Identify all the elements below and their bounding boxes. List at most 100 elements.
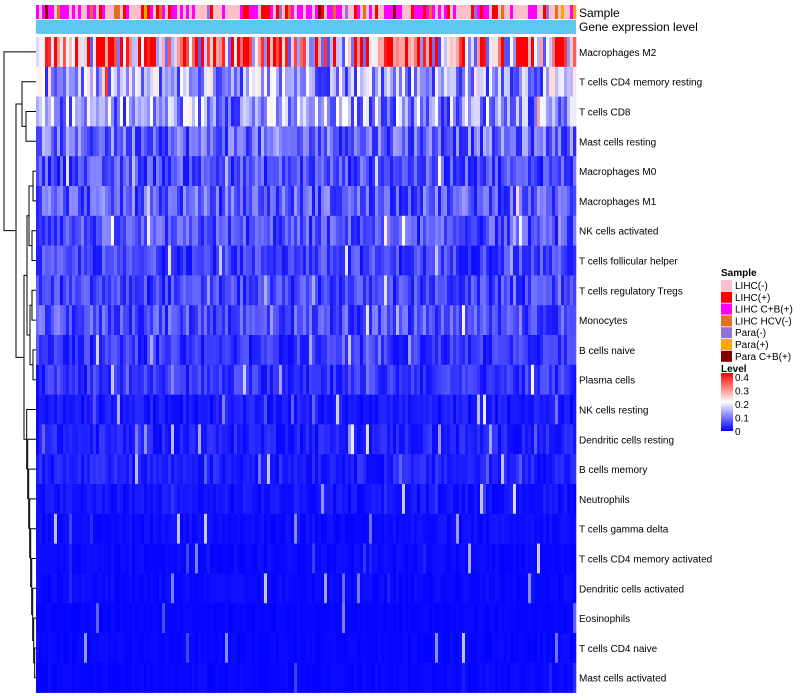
heatmap-cell bbox=[372, 96, 376, 127]
heatmap-cell bbox=[549, 275, 553, 306]
heatmap-cell bbox=[423, 573, 427, 604]
heatmap-cell bbox=[408, 513, 412, 544]
heatmap-cell bbox=[354, 275, 358, 306]
heatmap-cell bbox=[42, 245, 46, 276]
heatmap-cell bbox=[432, 633, 436, 664]
heatmap-cell bbox=[552, 215, 556, 246]
heatmap-cell bbox=[198, 37, 202, 68]
heatmap-cell bbox=[420, 573, 424, 604]
heatmap-cell bbox=[348, 573, 352, 604]
heatmap-cell bbox=[420, 454, 424, 485]
heatmap-cell bbox=[201, 66, 205, 97]
heatmap-cell bbox=[393, 96, 397, 127]
heatmap-cell bbox=[87, 513, 91, 544]
heatmap-cell bbox=[525, 633, 529, 664]
heatmap-cell bbox=[57, 573, 61, 604]
heatmap-cell bbox=[495, 275, 499, 306]
heatmap-cell bbox=[321, 573, 325, 604]
heatmap-cell bbox=[318, 543, 322, 574]
heatmap-cell bbox=[528, 484, 532, 515]
heatmap-cell bbox=[207, 484, 211, 515]
row-labels: Macrophages M2T cells CD4 memory resting… bbox=[579, 48, 712, 685]
heatmap-cell bbox=[507, 156, 511, 187]
heatmap-cell bbox=[207, 543, 211, 574]
heatmap-cell bbox=[57, 305, 61, 336]
heatmap-cell bbox=[372, 454, 376, 485]
heatmap-cell bbox=[156, 96, 160, 127]
heatmap-cell bbox=[336, 603, 340, 634]
heatmap-cell bbox=[423, 245, 427, 276]
heatmap-cell bbox=[45, 662, 49, 693]
heatmap-cell bbox=[234, 543, 238, 574]
heatmap-cell bbox=[306, 96, 310, 127]
heatmap-cell bbox=[192, 513, 196, 544]
heatmap-cell bbox=[105, 245, 109, 276]
heatmap-cell bbox=[522, 156, 526, 187]
heatmap-cell bbox=[90, 633, 94, 664]
heatmap-cell bbox=[456, 126, 460, 157]
heatmap-cell bbox=[495, 484, 499, 515]
heatmap-cell bbox=[258, 126, 262, 157]
heatmap-cell bbox=[564, 335, 568, 366]
heatmap-cell bbox=[222, 66, 226, 97]
heatmap-cell bbox=[516, 364, 520, 395]
heatmap-cell bbox=[306, 603, 310, 634]
heatmap-cell bbox=[186, 37, 190, 68]
heatmap-cell bbox=[267, 66, 271, 97]
heatmap-cell bbox=[336, 454, 340, 485]
heatmap-cell bbox=[279, 126, 283, 157]
heatmap-cell bbox=[561, 186, 565, 217]
heatmap-cell bbox=[345, 543, 349, 574]
heatmap-cell bbox=[42, 603, 46, 634]
heatmap-cell bbox=[57, 335, 61, 366]
heatmap-cell bbox=[174, 96, 178, 127]
heatmap-cell bbox=[480, 215, 484, 246]
heatmap-cell bbox=[321, 66, 325, 97]
heatmap-cell bbox=[327, 186, 331, 217]
heatmap-cell bbox=[210, 96, 214, 127]
heatmap-cell bbox=[228, 245, 232, 276]
heatmap-cell bbox=[297, 126, 301, 157]
heatmap-cell bbox=[357, 37, 361, 68]
heatmap-cell bbox=[369, 96, 373, 127]
heatmap-cell bbox=[543, 394, 547, 425]
heatmap-cell bbox=[291, 66, 295, 97]
heatmap-cell bbox=[564, 96, 568, 127]
heatmap-cell bbox=[186, 573, 190, 604]
heatmap-cell bbox=[210, 513, 214, 544]
heatmap-cell bbox=[480, 126, 484, 157]
heatmap-cell bbox=[195, 275, 199, 306]
heatmap-cell bbox=[390, 96, 394, 127]
heatmap-cell bbox=[177, 305, 181, 336]
heatmap-cell bbox=[399, 186, 403, 217]
heatmap-cell bbox=[492, 37, 496, 68]
heatmap-cell bbox=[39, 484, 43, 515]
heatmap-cell bbox=[486, 96, 490, 127]
heatmap-cell bbox=[324, 633, 328, 664]
heatmap-cell bbox=[66, 96, 70, 127]
heatmap-cell bbox=[498, 126, 502, 157]
heatmap-cell bbox=[360, 186, 364, 217]
heatmap-cell bbox=[42, 394, 46, 425]
heatmap-cell bbox=[351, 454, 355, 485]
heatmap-cell bbox=[222, 484, 226, 515]
heatmap-cell bbox=[498, 424, 502, 455]
heatmap-cell bbox=[417, 573, 421, 604]
heatmap-cell bbox=[126, 245, 130, 276]
heatmap-cell bbox=[447, 215, 451, 246]
heatmap-cell bbox=[330, 573, 334, 604]
heatmap-cell bbox=[465, 633, 469, 664]
heatmap-cell bbox=[45, 633, 49, 664]
heatmap-cell bbox=[489, 424, 493, 455]
heatmap-cell bbox=[114, 275, 118, 306]
heatmap-cell bbox=[507, 126, 511, 157]
heatmap-cell bbox=[303, 394, 307, 425]
heatmap-cell bbox=[315, 394, 319, 425]
heatmap-cell bbox=[369, 454, 373, 485]
sample-annotation-cell bbox=[420, 5, 424, 19]
heatmap-cell bbox=[141, 573, 145, 604]
heatmap-cell bbox=[360, 305, 364, 336]
heatmap-cell bbox=[261, 275, 265, 306]
heatmap-cell bbox=[105, 484, 109, 515]
heatmap-cell bbox=[516, 37, 520, 68]
